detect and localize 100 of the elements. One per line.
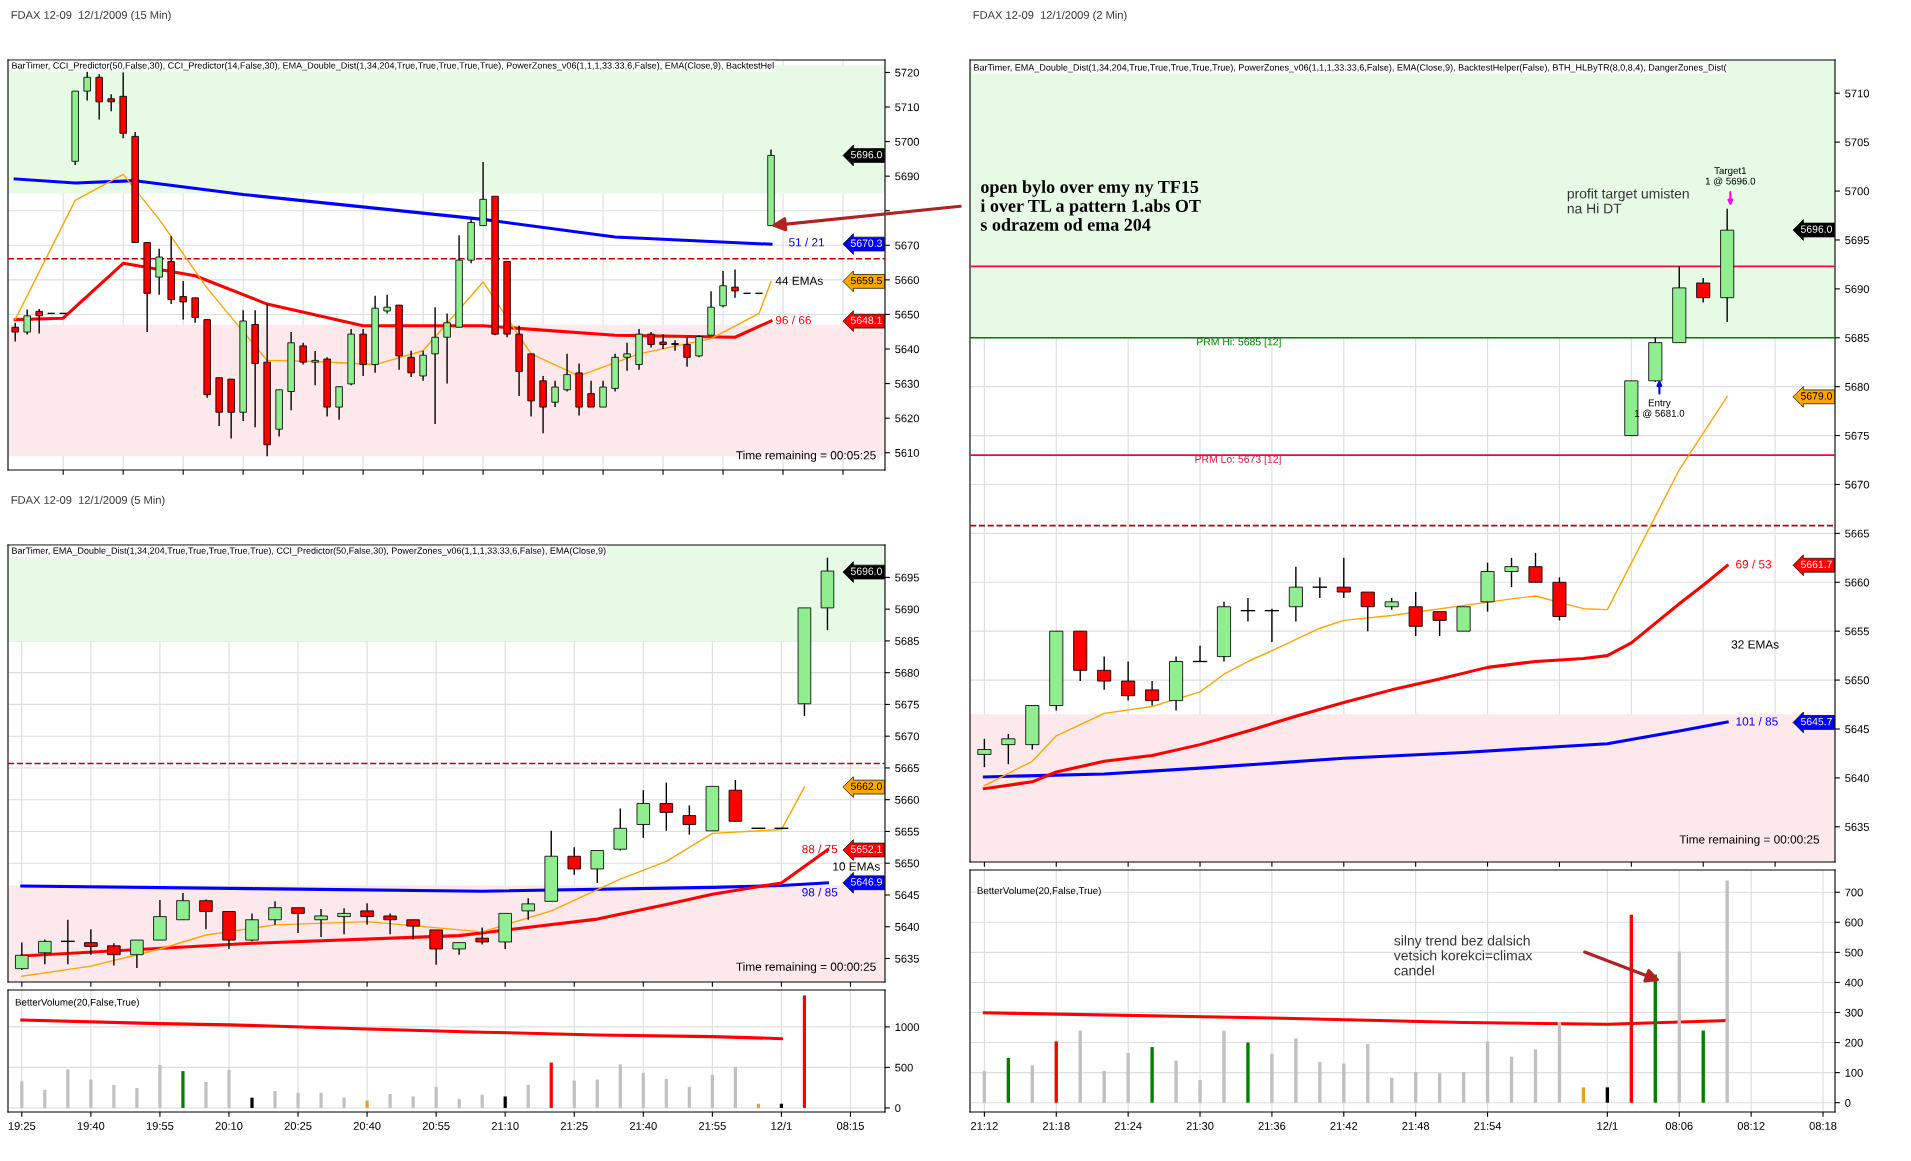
bar [1150, 1047, 1154, 1103]
x-tick-label: 21:36 [1258, 1122, 1286, 1130]
bar [273, 1091, 277, 1108]
x-tick-label: 21:30 [1186, 1122, 1214, 1130]
bar [1198, 1080, 1202, 1103]
y-tick-label: 300 [1845, 1008, 1863, 1017]
chart-subtitle: BarTimer, EMA_Double_Dist(1,34,204,True,True,True,True,True), CCI_Predictor(50,False,30), PowerZones_v06(1,1,1,33.33,6,False), EMA(Close,9) [12, 547, 606, 556]
y-tick-label: 5620 [895, 414, 920, 423]
x-tick-label: 08:12 [1737, 1122, 1765, 1130]
y-tick-label: 0 [1845, 1098, 1851, 1107]
candlestick [431, 306, 439, 425]
candlestick [38, 938, 52, 965]
candlestick [623, 342, 631, 372]
candlestick [599, 380, 607, 408]
x-tick-label: 19:40 [77, 1122, 105, 1130]
y-tick-label: 5675 [1845, 431, 1869, 440]
bar [480, 1094, 484, 1108]
chart-title: FDAX 12-09 12/1/2009 (2 Min) [973, 10, 1127, 22]
bar [1318, 1061, 1322, 1103]
y-tick-label: 5720 [895, 68, 920, 77]
bar [158, 1064, 162, 1108]
x-tick-label: 21:18 [1042, 1122, 1070, 1130]
candlestick [337, 907, 351, 936]
x-tick-label: 08:06 [1665, 1122, 1693, 1130]
candlestick [191, 297, 199, 324]
bar [1485, 1041, 1490, 1103]
y-tick-label: 5710 [895, 103, 920, 112]
y-tick-label: 5665 [1845, 529, 1869, 538]
y-tick-label: 5705 [1845, 138, 1869, 147]
y-tick-label: 5690 [1845, 285, 1870, 293]
candlestick [35, 308, 43, 335]
annotation: Target1 1 @ 5696.0 [1705, 167, 1756, 186]
chart-subtitle: BarTimer, CCI_Predictor(50,False,30), CCI_Predictor(14,False,30), EMA_Double_Dist(1,34,204,True,True,True,True,True), PowerZones_v06(1,1,1,33.33,6,False), EMA(Close,9), BacktestHel [12, 62, 774, 71]
x-tick-label: 20:40 [353, 1122, 381, 1130]
x-tick-label: 21:25 [560, 1122, 588, 1130]
x-tick-label: 08:15 [837, 1122, 864, 1130]
candlestick [311, 350, 319, 386]
bar [802, 995, 807, 1108]
line-series [13, 177, 773, 246]
annotation: 96 / 66 [775, 315, 811, 325]
candlestick [636, 789, 651, 839]
annotation: open bylo over emy ny TF15 i over TL a pattern 1.abs OT s odrazem od ema 204 [980, 180, 1201, 231]
candlestick [443, 312, 451, 385]
annotation: 88 / 75 [802, 844, 838, 854]
candlestick [521, 897, 535, 921]
bar [595, 1079, 599, 1108]
bar [1581, 1087, 1586, 1103]
y-tick-label: 5675 [895, 700, 919, 709]
annotation: 5696.0 [1800, 225, 1832, 233]
bar [1030, 1065, 1034, 1103]
y-tick-label: 5635 [1845, 823, 1869, 831]
bar [1006, 1057, 1011, 1103]
candlestick [299, 342, 307, 366]
bar [710, 1074, 714, 1108]
y-tick-label: 5670 [1845, 480, 1870, 489]
line-series [20, 1018, 783, 1041]
y-tick-label: 5685 [895, 637, 919, 646]
candlestick [1504, 557, 1519, 588]
candlestick [567, 846, 581, 876]
x-tick-label: 20:10 [215, 1122, 243, 1130]
bar [204, 1081, 208, 1108]
annotation: 101 / 85 [1736, 716, 1778, 726]
candlestick [1001, 733, 1016, 765]
candlestick [719, 270, 727, 308]
y-tick-label: 5645 [895, 891, 919, 900]
annotation: silny trend bez dalsich vetsich korekci=climax candel [1393, 935, 1533, 976]
annotation: 5645.7 [1800, 717, 1832, 726]
bar [66, 1069, 70, 1108]
x-tick-label: 20:55 [422, 1122, 450, 1130]
y-tick-label: 5635 [895, 954, 919, 963]
y-tick-label: 5700 [895, 137, 920, 146]
y-tick-label: 5610 [895, 448, 920, 457]
bar [549, 1062, 553, 1108]
line-series [982, 564, 1729, 791]
candlestick [475, 926, 489, 946]
candlestick [407, 350, 415, 378]
bar [434, 1086, 438, 1108]
candlestick [671, 339, 679, 352]
y-tick-label: 5655 [1845, 627, 1869, 636]
line-series [983, 395, 1728, 787]
bar [457, 1098, 461, 1108]
text: BetterVolume(20,False,True) [15, 998, 139, 1008]
candlestick [406, 919, 420, 941]
bar [1102, 1070, 1106, 1103]
annotation: 69 / 53 [1736, 559, 1772, 569]
x-tick-label: 21:42 [1330, 1122, 1358, 1130]
candlestick [1121, 660, 1136, 702]
annotation: Time remaining = 00:05:25 [736, 450, 876, 462]
bar [43, 1089, 47, 1108]
bar [1366, 1044, 1370, 1103]
bar [388, 1094, 392, 1108]
bar [1437, 1073, 1442, 1103]
candlestick [731, 268, 739, 299]
bar [1509, 1056, 1514, 1103]
candlestick [360, 902, 374, 926]
bar [1054, 1041, 1058, 1103]
x-tick-label: 21:10 [491, 1122, 519, 1130]
annotation: Time remaining = 00:00:25 [1679, 834, 1820, 846]
bar [1605, 1087, 1610, 1103]
x-tick-label: 21:48 [1402, 1122, 1430, 1130]
